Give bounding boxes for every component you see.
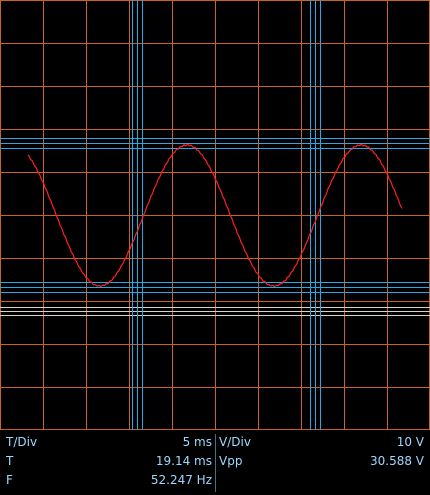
readout-row-period-vpp: T 19.14 ms Vpp 30.588 V — [0, 454, 430, 472]
frequency-label: F — [6, 473, 13, 487]
oscilloscope-screen[interactable] — [0, 0, 430, 430]
vdiv-label: V/Div — [219, 435, 251, 449]
readout-row-time-volt-div: T/Div 5 ms V/Div 10 V — [0, 435, 430, 453]
vpp-label: Vpp — [219, 454, 243, 468]
frequency-value: 52.247 Hz — [150, 473, 212, 487]
tdiv-value[interactable]: 5 ms — [182, 435, 212, 449]
tdiv-label: T/Div — [6, 435, 38, 449]
readout-row-frequency: F 52.247 Hz — [0, 473, 430, 491]
readout-divider — [215, 434, 216, 492]
period-label: T — [6, 454, 14, 468]
signal-trace — [27, 143, 403, 288]
measurement-cursors[interactable] — [0, 0, 430, 430]
measurement-readout: T/Div 5 ms V/Div 10 V T 19.14 ms Vpp 30.… — [0, 433, 430, 495]
reference-lines — [0, 307, 430, 316]
vdiv-value[interactable]: 10 V — [396, 435, 424, 449]
period-value: 19.14 ms — [155, 454, 212, 468]
vpp-value: 30.588 V — [369, 454, 424, 468]
